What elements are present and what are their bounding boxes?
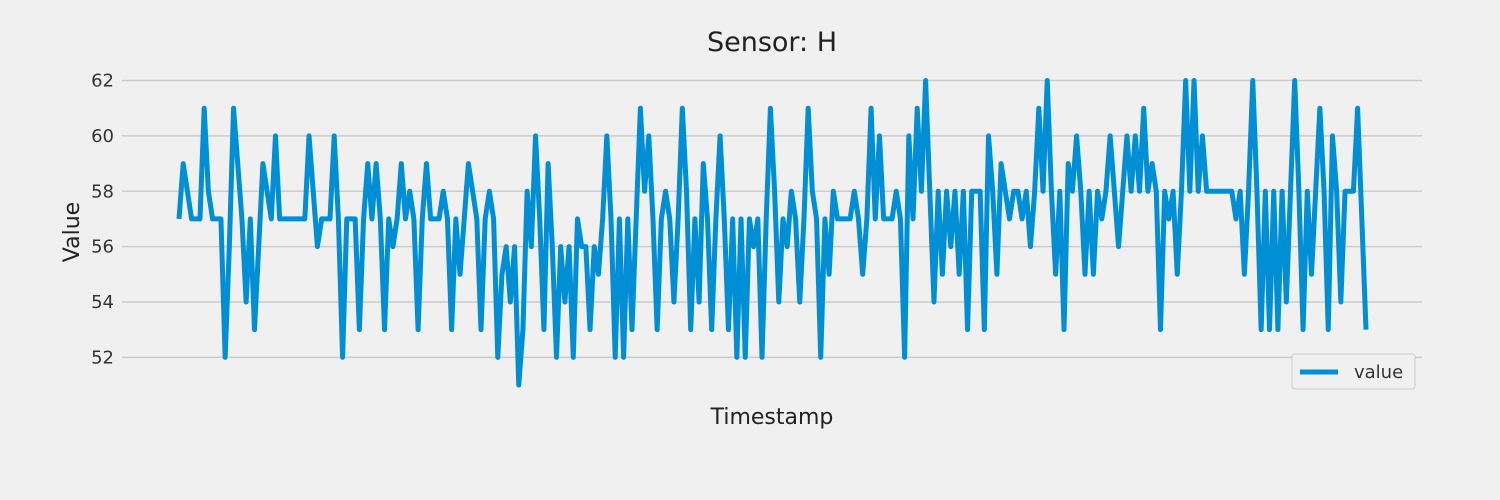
legend-box xyxy=(1291,353,1416,390)
y-tick-label: 60 xyxy=(91,126,114,147)
y-tick-label: 52 xyxy=(91,347,114,368)
y-tick-label: 54 xyxy=(91,292,114,313)
series-line-value xyxy=(176,78,1369,388)
series-layer xyxy=(176,78,1369,388)
chart-title: Sensor: H xyxy=(707,27,837,58)
y-tick-label: 56 xyxy=(91,237,114,258)
y-tick-label: 58 xyxy=(91,181,114,202)
y-axis-label: Value xyxy=(60,202,85,262)
y-tick-labels: 52 54 56 58 60 62 xyxy=(91,71,114,369)
x-axis-label: Timestamp xyxy=(710,405,834,430)
y-tick-label: 62 xyxy=(91,71,114,92)
legend: value xyxy=(1291,353,1416,390)
legend-label: value xyxy=(1354,362,1403,383)
